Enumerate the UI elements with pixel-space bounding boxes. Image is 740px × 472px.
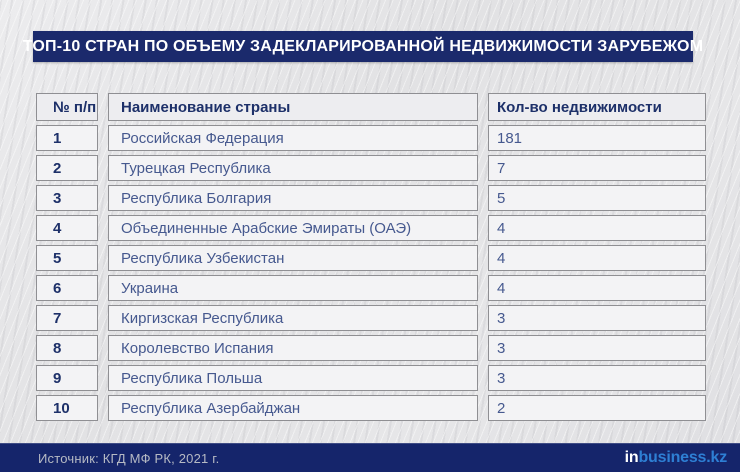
row-number: 8	[36, 335, 98, 361]
row-number: 6	[36, 275, 98, 301]
row-number: 2	[36, 155, 98, 181]
column-header-country: Наименование страны	[108, 93, 478, 121]
row-country: Республика Азербайджан	[108, 395, 478, 421]
row-country: Киргизская Республика	[108, 305, 478, 331]
row-country: Российская Федерация	[108, 125, 478, 151]
row-count: 4	[488, 215, 706, 241]
row-number: 3	[36, 185, 98, 211]
row-count: 4	[488, 245, 706, 271]
logo-suffix: business.kz	[638, 449, 727, 466]
row-number: 7	[36, 305, 98, 331]
row-country: Республика Узбекистан	[108, 245, 478, 271]
row-number: 5	[36, 245, 98, 271]
row-count: 3	[488, 365, 706, 391]
column-header-count: Кол-во недвижимости	[488, 93, 706, 121]
row-count: 7	[488, 155, 706, 181]
row-count: 181	[488, 125, 706, 151]
row-count: 3	[488, 335, 706, 361]
footer-bar: Источник: КГД МФ РК, 2021 г. inbusiness.…	[0, 443, 740, 472]
row-country: Объединенные Арабские Эмираты (ОАЭ)	[108, 215, 478, 241]
row-country: Украина	[108, 275, 478, 301]
row-number: 1	[36, 125, 98, 151]
inbusiness-logo: inbusiness.kz	[624, 449, 728, 467]
row-count: 2	[488, 395, 706, 421]
logo-prefix: in	[624, 449, 639, 466]
row-country: Республика Польша	[108, 365, 478, 391]
countries-table: № п/п Наименование страны Кол-во недвижи…	[36, 93, 706, 421]
page-title: ТОП-10 СТРАН ПО ОБЪЕМУ ЗАДЕКЛАРИРОВАННОЙ…	[22, 37, 704, 55]
row-number: 10	[36, 395, 98, 421]
row-country: Республика Болгария	[108, 185, 478, 211]
row-country: Турецкая Республика	[108, 155, 478, 181]
row-country: Королевство Испания	[108, 335, 478, 361]
row-count: 3	[488, 305, 706, 331]
row-count: 5	[488, 185, 706, 211]
row-number: 4	[36, 215, 98, 241]
title-banner: ТОП-10 СТРАН ПО ОБЪЕМУ ЗАДЕКЛАРИРОВАННОЙ…	[23, 31, 703, 62]
column-header-num: № п/п	[36, 93, 98, 121]
source-label: Источник: КГД МФ РК, 2021 г.	[38, 450, 220, 466]
row-count: 4	[488, 275, 706, 301]
row-number: 9	[36, 365, 98, 391]
